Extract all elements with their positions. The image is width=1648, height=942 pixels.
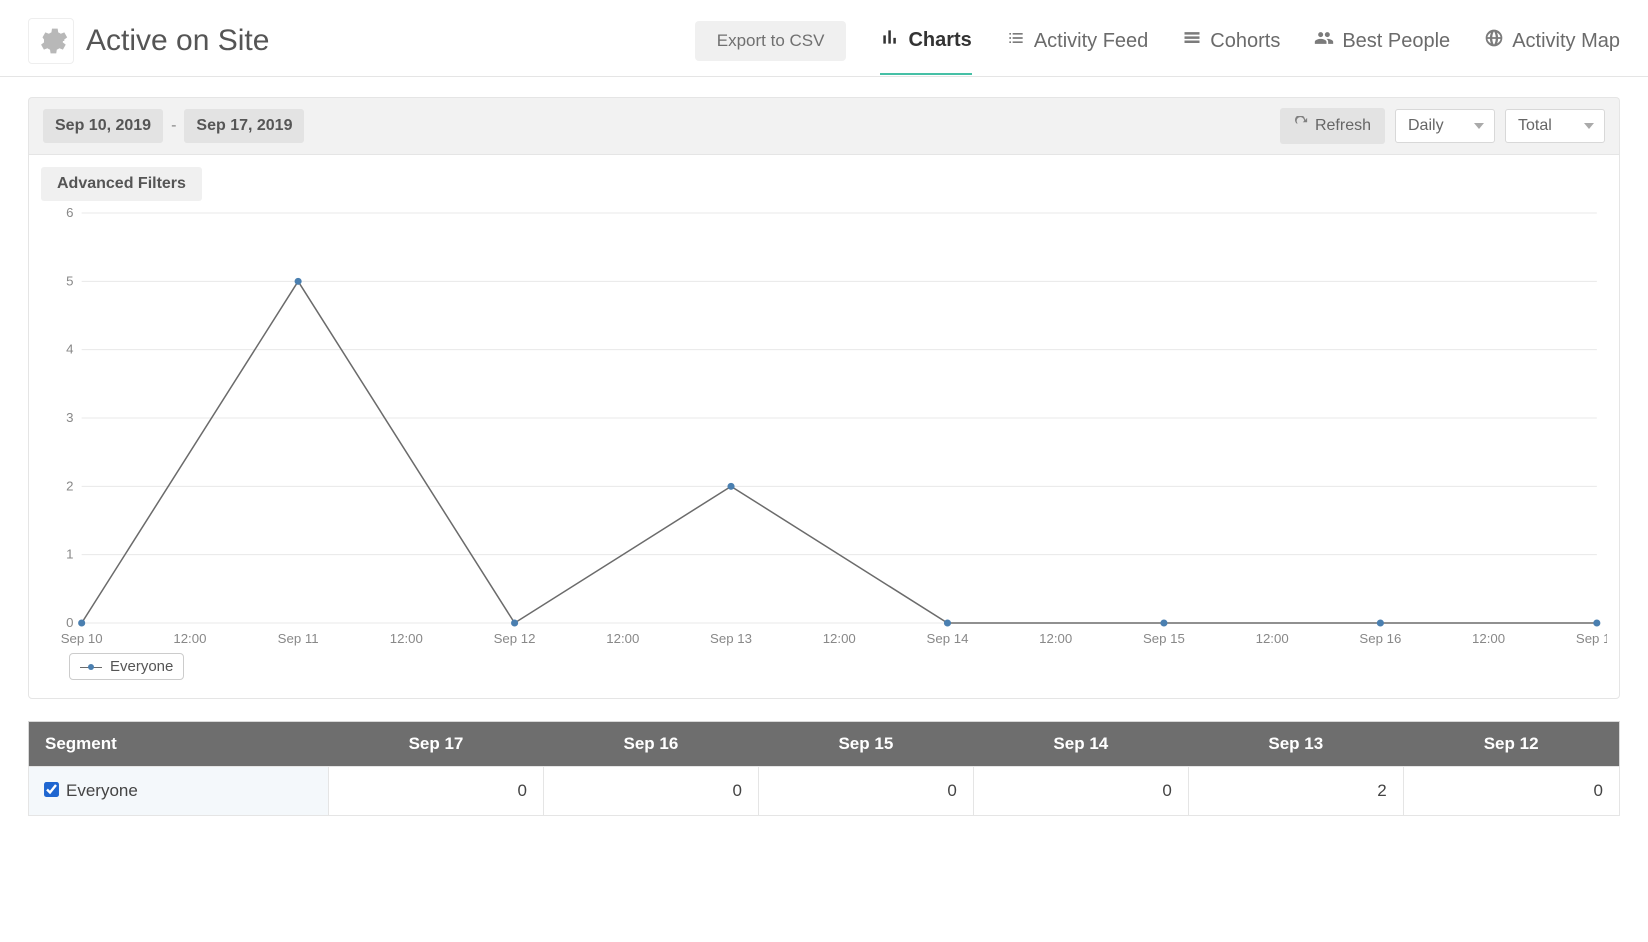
svg-text:Sep 10: Sep 10 (61, 631, 103, 646)
tab-activity-map[interactable]: Activity Map (1484, 22, 1620, 74)
value-cell: 0 (543, 767, 758, 816)
refresh-label: Refresh (1315, 117, 1371, 135)
svg-text:12:00: 12:00 (390, 631, 423, 646)
chart-toolbar: Sep 10, 2019 - Sep 17, 2019 Refresh Dail… (28, 97, 1620, 154)
table-header: Sep 17 (329, 722, 544, 767)
svg-text:Sep 13: Sep 13 (710, 631, 752, 646)
value-cell: 0 (329, 767, 544, 816)
export-csv-button[interactable]: Export to CSV (695, 21, 847, 61)
segment-table: SegmentSep 17Sep 16Sep 15Sep 14Sep 13Sep… (28, 721, 1620, 816)
globe-icon (1484, 28, 1504, 54)
svg-text:Sep 17: Sep 17 (1576, 631, 1607, 646)
tab-cohorts[interactable]: Cohorts (1182, 22, 1280, 74)
value-cell: 0 (973, 767, 1188, 816)
legend-label: Everyone (110, 658, 173, 675)
tab-best-people[interactable]: Best People (1314, 22, 1450, 74)
tab-activity-feed[interactable]: Activity Feed (1006, 22, 1148, 74)
refresh-icon (1294, 116, 1309, 136)
tab-label: Activity Feed (1034, 30, 1148, 53)
svg-text:Sep 11: Sep 11 (278, 631, 319, 646)
segment-checkbox[interactable] (44, 782, 59, 797)
advanced-filters-button[interactable]: Advanced Filters (41, 167, 202, 201)
refresh-button[interactable]: Refresh (1280, 108, 1385, 144)
svg-text:5: 5 (66, 273, 73, 288)
svg-text:6: 6 (66, 207, 73, 220)
legend-marker-icon (80, 663, 102, 671)
svg-text:12:00: 12:00 (823, 631, 856, 646)
tab-label: Cohorts (1210, 30, 1280, 53)
table-header: Sep 12 (1403, 722, 1619, 767)
table-header: Sep 16 (543, 722, 758, 767)
legend-item-everyone[interactable]: Everyone (69, 653, 184, 680)
svg-text:12:00: 12:00 (1472, 631, 1505, 646)
table-header: Sep 13 (1188, 722, 1403, 767)
line-chart: 0 1 2 3 4 5 6 Sep 10 12:00 Sep 11 12:00 Sep 12 12:00… (41, 207, 1607, 647)
cohorts-icon (1182, 28, 1202, 54)
value-cell: 0 (1403, 767, 1619, 816)
svg-text:12:00: 12:00 (173, 631, 206, 646)
table-header: Sep 14 (973, 722, 1188, 767)
svg-text:12:00: 12:00 (606, 631, 639, 646)
tab-charts[interactable]: Charts (880, 21, 971, 75)
segment-cell: Everyone (29, 767, 329, 816)
svg-text:0: 0 (66, 615, 73, 630)
page-title: Active on Site (86, 24, 269, 58)
tab-label: Activity Map (1512, 30, 1620, 53)
svg-text:2: 2 (66, 478, 73, 493)
tab-label: Charts (908, 29, 971, 52)
gears-icon (28, 18, 74, 64)
svg-text:3: 3 (66, 410, 73, 425)
bar-chart-icon (880, 27, 900, 53)
svg-text:4: 4 (66, 342, 73, 357)
table-header: Sep 15 (758, 722, 973, 767)
date-separator: - (171, 117, 176, 135)
svg-text:Sep 12: Sep 12 (494, 631, 536, 646)
table-row: Everyone000020 (29, 767, 1620, 816)
svg-text:12:00: 12:00 (1039, 631, 1072, 646)
svg-text:Sep 14: Sep 14 (927, 631, 969, 646)
tab-label: Best People (1342, 30, 1450, 53)
date-from-button[interactable]: Sep 10, 2019 (43, 109, 163, 143)
value-cell: 0 (758, 767, 973, 816)
svg-text:1: 1 (66, 547, 73, 562)
aggregation-select[interactable]: Total (1505, 109, 1605, 143)
table-header: Segment (29, 722, 329, 767)
granularity-select[interactable]: Daily (1395, 109, 1495, 143)
segment-name: Everyone (66, 781, 138, 800)
value-cell: 2 (1188, 767, 1403, 816)
date-to-button[interactable]: Sep 17, 2019 (184, 109, 304, 143)
people-icon (1314, 28, 1334, 54)
svg-text:Sep 15: Sep 15 (1143, 631, 1185, 646)
svg-text:12:00: 12:00 (1256, 631, 1289, 646)
svg-text:Sep 16: Sep 16 (1359, 631, 1401, 646)
list-icon (1006, 28, 1026, 54)
